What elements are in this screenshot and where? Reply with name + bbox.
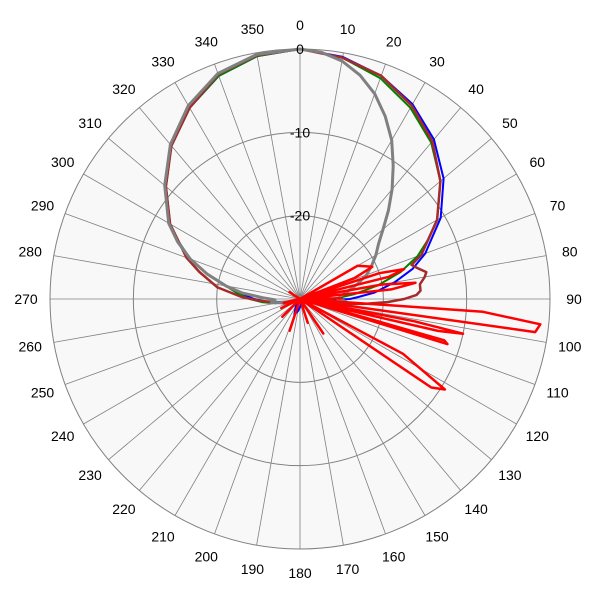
angle-tick-label: 200 <box>195 549 219 565</box>
angle-tick-label: 50 <box>502 115 518 131</box>
angle-tick-label: 30 <box>429 54 445 70</box>
angle-tick-label: 90 <box>566 291 582 307</box>
angle-tick-label: 250 <box>31 385 55 401</box>
grid-spoke <box>299 298 517 425</box>
angle-tick-label: 210 <box>151 528 175 544</box>
grid-spoke <box>299 63 386 300</box>
grid-spoke <box>214 298 301 535</box>
angle-tick-label: 100 <box>558 339 582 355</box>
grid-spoke <box>299 52 344 300</box>
grid-spoke <box>64 213 301 300</box>
angle-tick-label: 80 <box>562 243 578 259</box>
grid-spoke <box>138 107 301 300</box>
grid-spoke <box>299 298 344 546</box>
grid-spoke <box>256 298 301 546</box>
angle-tick-label: 330 <box>151 54 175 70</box>
grid-spoke <box>174 82 301 300</box>
angle-tick-label: 60 <box>530 154 546 170</box>
grid-spoke <box>299 82 426 300</box>
grid-spoke <box>53 255 301 300</box>
grid-spoke <box>299 298 462 491</box>
angle-tick-label: 10 <box>340 21 356 37</box>
grid-spoke <box>214 63 301 300</box>
grid-spoke <box>299 137 492 300</box>
angle-tick-label: 120 <box>526 428 550 444</box>
angle-tick-label: 20 <box>386 34 402 50</box>
grid-spoke <box>299 298 536 385</box>
grid-spoke <box>83 173 301 300</box>
radial-tick-label: 0 <box>296 41 304 57</box>
angle-tick-label: 180 <box>288 565 312 581</box>
angle-tick-label: 230 <box>78 467 102 483</box>
grid-spoke <box>108 137 301 300</box>
angle-tick-label: 160 <box>382 549 406 565</box>
grid-spoke <box>108 298 301 461</box>
angle-tick-label: 240 <box>51 428 75 444</box>
angle-tick-label: 280 <box>19 243 43 259</box>
angle-tick-label: 40 <box>468 81 484 97</box>
angle-tick-label: 260 <box>19 339 43 355</box>
radial-tick-label: -20 <box>290 208 310 224</box>
angle-tick-label: 340 <box>195 34 219 50</box>
series-group <box>163 47 542 391</box>
angle-tick-label: 270 <box>14 291 38 307</box>
angle-tick-label: 70 <box>550 197 566 213</box>
grid-spoke <box>299 298 492 461</box>
angle-tick-label: 190 <box>241 561 265 577</box>
grid-spoke <box>64 298 301 385</box>
series-line-5 <box>280 264 542 391</box>
angle-tick-label: 150 <box>425 528 449 544</box>
grid-spoke <box>299 298 386 535</box>
label-group: 0 10 20 30 40 50 60 70 80 90 100 110 120 130 140 150 160… <box>14 17 582 581</box>
grid-spoke <box>174 298 301 516</box>
angle-tick-label: 310 <box>78 115 102 131</box>
angle-tick-label: 140 <box>464 501 488 517</box>
angle-tick-label: 300 <box>51 154 75 170</box>
grid-spoke <box>53 298 301 343</box>
angle-tick-label: 110 <box>546 385 569 401</box>
angle-tick-label: 170 <box>336 561 360 577</box>
grid-spoke <box>299 298 426 516</box>
angle-tick-label: 0 <box>296 17 304 33</box>
angle-tick-label: 130 <box>498 467 522 483</box>
angle-tick-label: 320 <box>112 81 136 97</box>
angle-tick-label: 220 <box>112 501 136 517</box>
angle-tick-label: 350 <box>241 21 265 37</box>
angle-tick-label: 290 <box>31 197 55 213</box>
grid-spoke <box>83 298 301 425</box>
radial-tick-label: -10 <box>290 124 310 140</box>
grid-spoke <box>256 52 301 300</box>
grid-spoke <box>138 298 301 491</box>
